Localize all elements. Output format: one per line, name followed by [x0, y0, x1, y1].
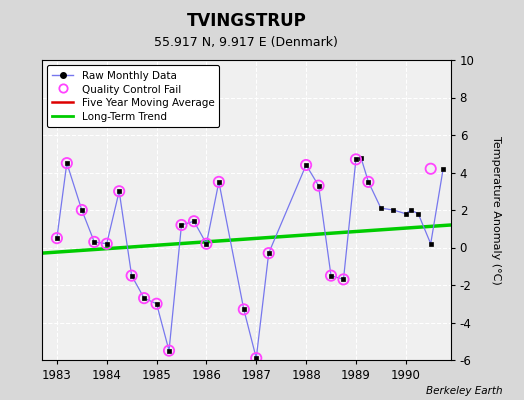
Point	[215, 179, 223, 185]
Point	[190, 218, 198, 224]
Point	[364, 179, 373, 185]
Point	[152, 300, 161, 307]
Point	[327, 272, 335, 279]
Point	[177, 222, 185, 228]
Legend: Raw Monthly Data, Quality Control Fail, Five Year Moving Average, Long-Term Tren: Raw Monthly Data, Quality Control Fail, …	[47, 65, 220, 128]
Point	[53, 235, 61, 241]
Point	[427, 166, 435, 172]
Point	[78, 207, 86, 213]
Point	[90, 239, 99, 245]
Point	[339, 276, 347, 282]
Point	[314, 182, 323, 189]
Point	[63, 160, 71, 166]
Text: Berkeley Earth: Berkeley Earth	[427, 386, 503, 396]
Point	[103, 240, 111, 247]
Y-axis label: Temperature Anomaly (°C): Temperature Anomaly (°C)	[491, 136, 501, 284]
Point	[115, 188, 123, 194]
Text: TVINGSTRUP: TVINGSTRUP	[187, 12, 306, 30]
Text: 55.917 N, 9.917 E (Denmark): 55.917 N, 9.917 E (Denmark)	[155, 36, 338, 49]
Point	[265, 250, 273, 256]
Point	[239, 306, 248, 312]
Point	[165, 348, 173, 354]
Point	[202, 240, 211, 247]
Point	[352, 156, 360, 162]
Point	[302, 162, 310, 168]
Point	[140, 295, 148, 301]
Point	[127, 272, 136, 279]
Point	[252, 355, 260, 361]
